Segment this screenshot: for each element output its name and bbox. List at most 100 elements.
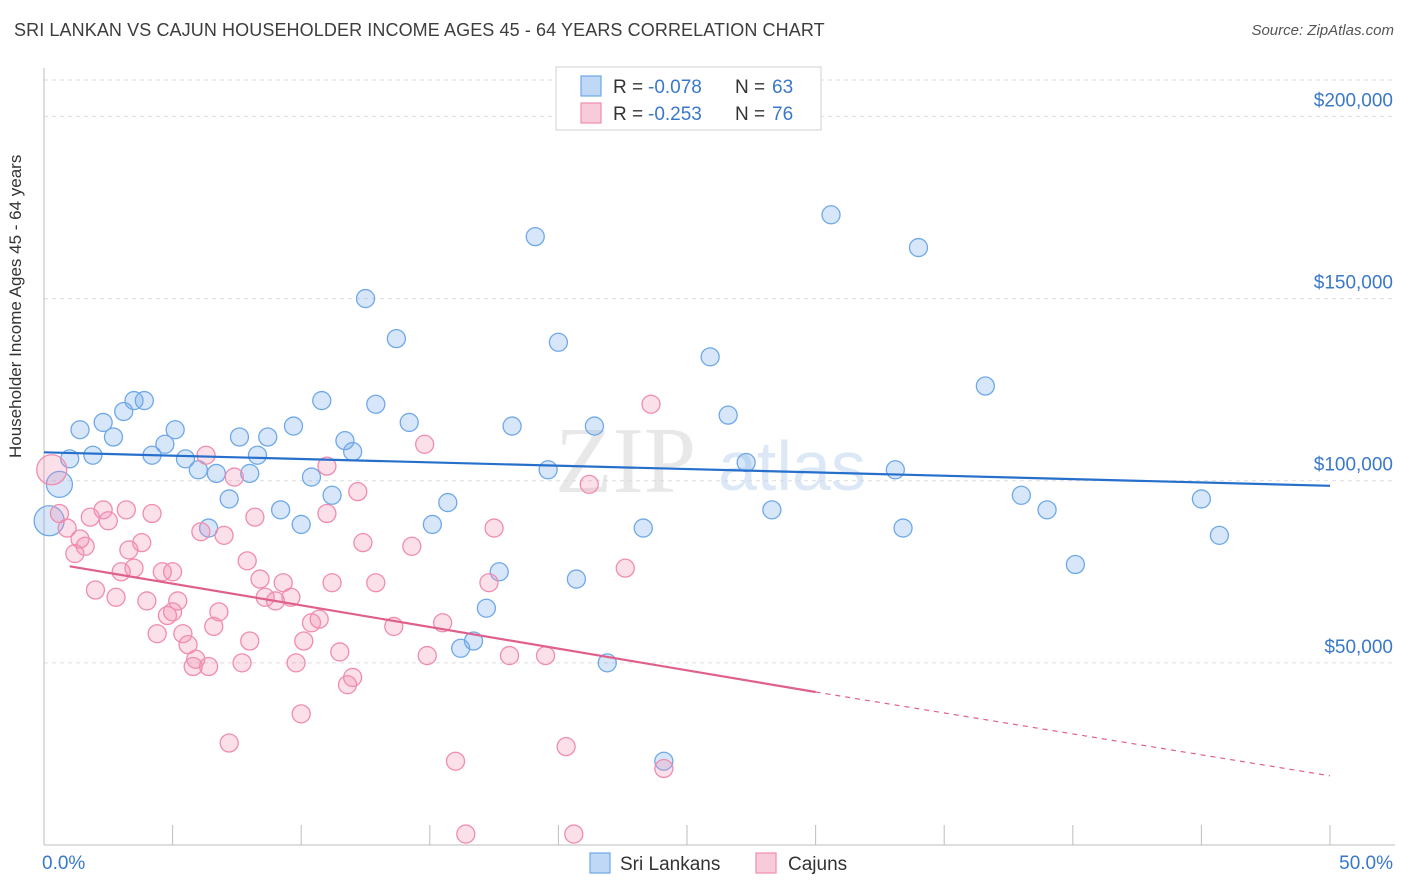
sri-lankan-point: [1065, 554, 1086, 575]
sri-lankan-point: [538, 460, 558, 480]
sri-lankan-point: [229, 427, 250, 447]
legend-swatch-sri-lankans: [580, 75, 602, 97]
cajun-trend-line: [69, 565, 816, 694]
cajun-point: [191, 522, 211, 542]
sri-lankan-point: [399, 412, 419, 433]
sri-lankan-point: [93, 412, 113, 433]
cajun-point: [286, 653, 306, 673]
sri-lankan-point: [633, 518, 653, 538]
cajun-point: [152, 562, 172, 582]
cajun-point: [240, 631, 260, 651]
sri-lankan-point: [821, 205, 841, 225]
cajun-point: [98, 511, 118, 531]
watermark-zip: ZIP: [555, 409, 696, 513]
sri-lankan-point: [1037, 500, 1057, 520]
sri-lankan-point: [975, 376, 996, 396]
cajun-point: [224, 467, 244, 487]
cajun-point: [168, 591, 188, 611]
sri-lankan-point: [476, 598, 497, 618]
cajun-point: [196, 445, 216, 465]
y-tick-label: $50,000: [1324, 637, 1393, 658]
sri-lankan-point: [736, 452, 756, 473]
sri-lankan-point: [1011, 485, 1032, 505]
x-tick-label-end: 50.0%: [1339, 853, 1393, 874]
sri-lankan-point: [335, 430, 355, 451]
sri-lankan-point: [83, 445, 103, 465]
legend-n-value: 76: [772, 104, 793, 125]
cajun-point: [214, 525, 234, 546]
cajun-point: [237, 551, 257, 571]
cajun-point: [445, 751, 466, 771]
legend-r-value: -0.253: [648, 104, 702, 125]
sri-lankan-point: [219, 489, 239, 509]
sri-lankan-point: [342, 441, 363, 462]
cajun-point: [294, 631, 314, 651]
cajun-point: [309, 609, 329, 629]
cajun-point: [57, 518, 77, 538]
cajun-point: [124, 558, 144, 578]
sri-lankan-point: [548, 332, 569, 352]
sri-lankan-point: [438, 492, 458, 513]
sri-lankan-point: [206, 463, 226, 484]
sri-lankan-point: [386, 328, 407, 349]
cajun-point: [65, 543, 85, 564]
sri-lankan-point: [247, 445, 268, 465]
cajun-point: [157, 605, 178, 626]
cajun-point: [417, 645, 437, 666]
cajun-trend-line-extension: [815, 691, 1331, 777]
legend-n-label: N =: [735, 77, 765, 98]
sri-lankan-point: [312, 390, 332, 411]
y-tick-label: $200,000: [1314, 90, 1393, 111]
stats-legend-box: [555, 66, 822, 131]
cajun-point: [479, 573, 499, 593]
sri-lankan-point: [366, 394, 386, 414]
source-label: Source: ZipAtlas.com: [1251, 22, 1394, 39]
cajun-point: [579, 474, 599, 495]
sri-lankan-point: [700, 347, 720, 367]
legend-bottom-cajuns-swatch: [755, 852, 777, 874]
sri-lankan-point: [525, 226, 545, 247]
x-tick-label-start: 0.0%: [42, 853, 85, 874]
cajun-point: [85, 580, 106, 600]
cajun-point: [106, 587, 126, 607]
sri-lankan-point: [283, 416, 304, 436]
legend-n-label: N =: [735, 104, 765, 125]
cajun-point: [499, 645, 520, 666]
cajun-point: [219, 733, 239, 753]
cajun-point: [204, 616, 224, 637]
cajun-point: [535, 645, 556, 666]
cajun-point: [291, 704, 311, 724]
sri-lankan-point: [885, 460, 905, 480]
cajun-point: [142, 503, 162, 524]
legend-r-label: R =: [613, 104, 643, 125]
sri-lankan-point: [70, 420, 90, 440]
sri-lankan-point: [291, 514, 311, 535]
sri-lankan-point: [908, 237, 929, 258]
cajun-point: [132, 532, 152, 553]
cajun-point: [330, 642, 350, 662]
cajun-point: [654, 758, 674, 779]
sri-lankan-point: [1209, 525, 1230, 546]
cajun-point: [415, 434, 435, 454]
sri-lankan-point: [502, 416, 522, 436]
cajun-point: [641, 394, 661, 414]
cajun-point: [147, 624, 167, 644]
cajun-point: [564, 824, 584, 844]
y-tick-label: $150,000: [1314, 273, 1393, 294]
sri-lankan-point: [893, 518, 913, 538]
cajun-point: [402, 536, 422, 556]
sri-lankan-point: [175, 449, 196, 469]
sri-lankan-point: [463, 631, 484, 651]
sri-lankan-point: [270, 500, 291, 520]
watermark-atlas: atlas: [718, 427, 866, 505]
legend-r-label: R =: [613, 77, 643, 98]
y-tick-label: $100,000: [1314, 455, 1393, 476]
cajun-point: [173, 624, 193, 644]
cajun-point: [353, 532, 373, 553]
sri-lankan-point: [584, 416, 605, 436]
y-axis-label: Householder Income Ages 45 - 64 years: [6, 154, 25, 458]
sri-lankan-point: [422, 514, 443, 535]
legend-r-value: -0.078: [648, 77, 702, 98]
legend-bottom-sri-lankans-label: Sri Lankans: [620, 854, 720, 875]
